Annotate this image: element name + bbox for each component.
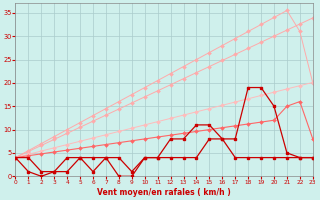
- X-axis label: Vent moyen/en rafales ( km/h ): Vent moyen/en rafales ( km/h ): [97, 188, 231, 197]
